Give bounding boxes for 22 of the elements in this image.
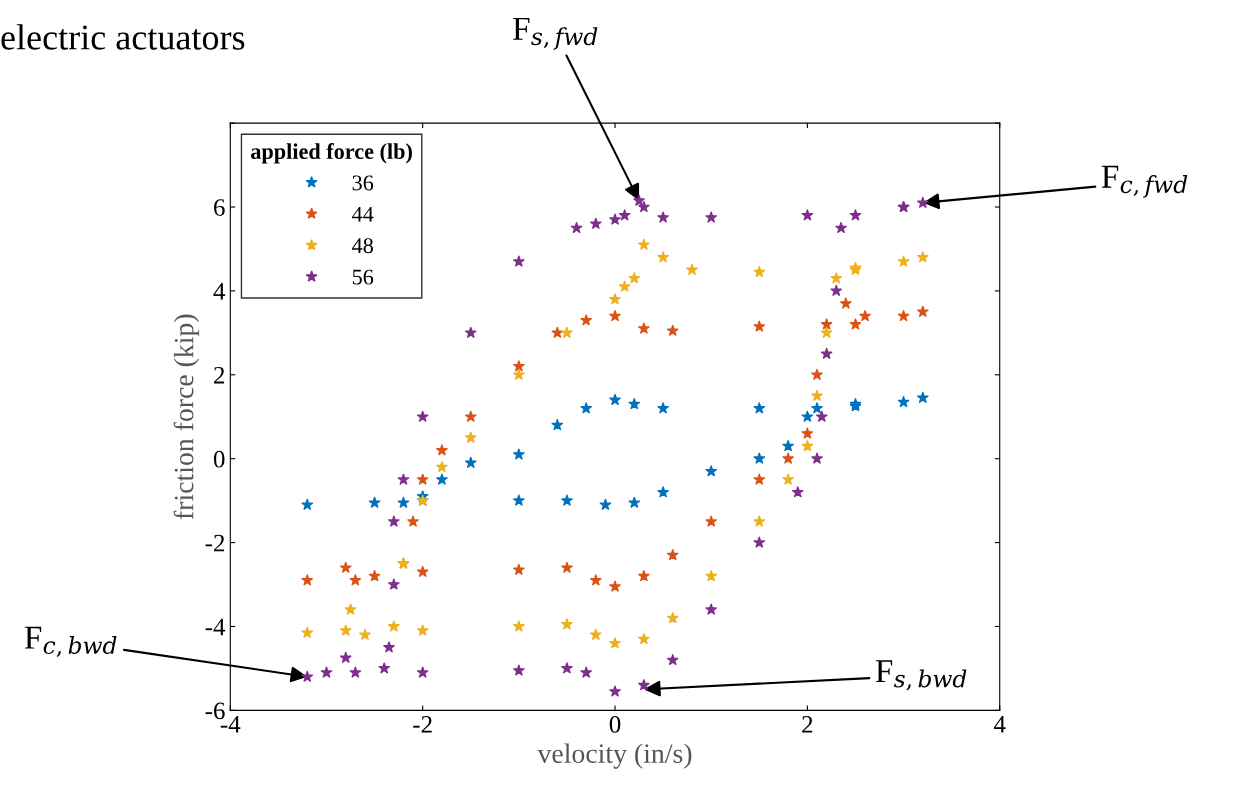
legend-title: applied force (lb) <box>251 143 412 164</box>
y-tick-label: 0 <box>213 450 225 468</box>
text: electric actuators <box>1 24 245 50</box>
legend-label: 44 <box>352 206 374 222</box>
annotation: F$_{c,bwd}$ <box>24 626 117 657</box>
x-tick-label: 2 <box>802 716 813 733</box>
y-tick-label: 2 <box>214 366 225 384</box>
x-axis-title: velocity (in/s) <box>537 743 692 769</box>
y-tick-label: 6 <box>214 199 225 216</box>
legend-label: 48 <box>352 238 373 254</box>
y-tick-label: 4 <box>213 283 226 300</box>
annotation: F$_{s,bwd}$ <box>875 660 967 691</box>
x-tick-label: -2 <box>413 716 432 733</box>
annotation: F$_{c,fwd}$ <box>1101 165 1188 198</box>
x-tick-label: 0 <box>609 715 621 733</box>
y-axis-title: friction force (kip) <box>173 314 200 520</box>
annotation: F$_{s,fwd}$ <box>513 17 598 50</box>
legend-label: 36 <box>352 175 374 191</box>
y-tick-label: -2 <box>205 534 225 552</box>
x-tick-label: 4 <box>993 716 1006 733</box>
y-tick-label: -4 <box>205 618 226 636</box>
legend-label: 56 <box>352 269 374 285</box>
